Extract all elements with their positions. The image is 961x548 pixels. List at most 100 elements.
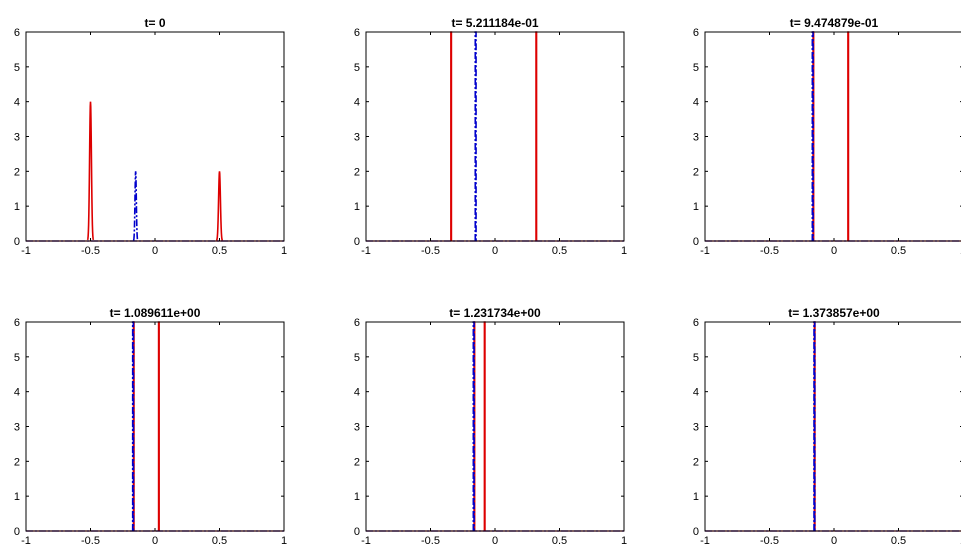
axes-box: [365, 31, 625, 242]
y-tick-label: 1: [354, 201, 360, 213]
y-tick-label: 5: [693, 62, 699, 74]
y-tick-label: 5: [14, 62, 20, 74]
axes-box: [704, 31, 961, 242]
subplot-1: -1 -0.5 0 0.5 1 0 1 2 3 4 5 6 t= 0: [14, 16, 287, 257]
y-tick-label: 4: [693, 387, 699, 399]
y-tick-label: 2: [354, 456, 360, 468]
y-tick-label: 6: [14, 27, 20, 39]
y-tick-label: 6: [354, 317, 360, 329]
x-tick-label: 0.5: [891, 245, 906, 257]
series-peak-2: [157, 321, 160, 531]
series-peak-2: [215, 171, 224, 241]
y-tick-label: 1: [693, 491, 699, 503]
subplot-2: -1 -0.5 0 0.5 1 0 1 2 3 4 5 6 t= 5.211184e-01: [354, 16, 627, 257]
y-tick-label: 5: [354, 352, 360, 364]
x-tick-label: -1: [361, 245, 371, 257]
subplot-5: -1 -0.5 0 0.5 1 0 1 2 3 4 5 6 t= 1.231734e+00: [354, 306, 627, 547]
x-tick-label: -1: [21, 245, 31, 257]
x-tick-label: -0.5: [421, 535, 440, 547]
y-tick-label: 5: [354, 62, 360, 74]
y-tick-label: 2: [14, 456, 20, 468]
x-tick-label: -1: [700, 535, 710, 547]
y-tick-label: 3: [354, 132, 360, 144]
y-tick-label: 0: [14, 526, 20, 538]
x-tick-label: -0.5: [760, 535, 779, 547]
axes-box: [25, 321, 285, 532]
series-1: [366, 31, 624, 242]
x-tick-label: 1: [621, 535, 627, 547]
x-tick-label: 0: [492, 245, 498, 257]
x-tick-label: 0.5: [212, 245, 227, 257]
y-tick-label: 6: [14, 317, 20, 329]
series-2: [366, 321, 624, 532]
y-tick-label: 2: [14, 166, 20, 178]
y-tick-label: 2: [354, 166, 360, 178]
x-tick-label: 1: [960, 535, 961, 547]
y-tick-label: 6: [693, 27, 699, 39]
x-tick-label: 1: [621, 245, 627, 257]
x-tick-label: 0: [831, 245, 837, 257]
x-tick-label: 0: [152, 245, 158, 257]
y-tick-label: 5: [14, 352, 20, 364]
x-tick-label: 0.5: [552, 245, 567, 257]
x-tick-label: -0.5: [760, 245, 779, 257]
series-1: [366, 321, 624, 532]
subplot-title: t= 9.474879e-01: [790, 16, 879, 30]
y-tick-label: 0: [693, 526, 699, 538]
axes-box: [704, 321, 961, 532]
y-tick-label: 2: [693, 166, 699, 178]
x-tick-label: 1: [281, 245, 287, 257]
x-tick-label: 0: [831, 535, 837, 547]
x-tick-label: 0.5: [212, 535, 227, 547]
axes-box: [365, 321, 625, 532]
y-tick-label: 1: [693, 201, 699, 213]
subplot-4: -1 -0.5 0 0.5 1 0 1 2 3 4 5 6 t= 1.089611e+00: [14, 306, 287, 547]
series-1: [705, 31, 961, 242]
x-tick-label: -0.5: [81, 535, 100, 547]
y-tick-label: 2: [693, 456, 699, 468]
series-peak-1: [450, 31, 453, 241]
series-2: [26, 321, 284, 532]
x-tick-label: -1: [361, 535, 371, 547]
series-peak-1: [132, 171, 139, 241]
y-tick-label: 3: [14, 132, 20, 144]
series-peak-1: [474, 31, 477, 241]
y-tick-label: 0: [14, 236, 20, 248]
series-2: [366, 31, 624, 242]
series-peak-2: [535, 31, 538, 241]
y-tick-label: 4: [354, 387, 360, 399]
subplot-title: t= 5.211184e-01: [451, 16, 538, 30]
series-2: [26, 171, 284, 242]
y-tick-label: 6: [693, 317, 699, 329]
x-tick-label: 0: [492, 535, 498, 547]
subplot-title: t= 1.373857e+00: [788, 306, 880, 320]
subplot-title: t= 1.231734e+00: [449, 306, 541, 320]
series-peak-2: [847, 31, 850, 241]
series-1: [26, 101, 284, 242]
series-peak-1: [86, 101, 95, 241]
subplot-3: -1 -0.5 0 0.5 1 0 1 2 3 4 5 6 t= 9.474879e-01: [693, 16, 961, 257]
y-tick-label: 6: [354, 27, 360, 39]
y-tick-label: 5: [693, 352, 699, 364]
subplot-title: t= 0: [144, 16, 165, 30]
y-tick-label: 0: [354, 236, 360, 248]
x-tick-label: 1: [281, 535, 287, 547]
y-tick-label: 0: [693, 236, 699, 248]
y-tick-label: 3: [693, 422, 699, 434]
y-tick-label: 1: [14, 491, 20, 503]
x-tick-label: -0.5: [421, 245, 440, 257]
x-tick-label: -0.5: [81, 245, 100, 257]
y-tick-label: 4: [14, 97, 20, 109]
y-tick-label: 0: [354, 526, 360, 538]
y-tick-label: 3: [693, 132, 699, 144]
subplot-title: t= 1.089611e+00: [110, 306, 201, 320]
series-peak-2: [483, 321, 486, 531]
y-tick-label: 4: [354, 97, 360, 109]
y-tick-label: 3: [14, 422, 20, 434]
series-1: [705, 321, 961, 532]
series-2: [705, 321, 961, 532]
subplot-6: -1 -0.5 0 0.5 1 0 1 2 3 4 5 6 t= 1.373857e+00: [693, 306, 961, 547]
x-tick-label: 0: [152, 535, 158, 547]
x-tick-label: 1: [960, 245, 961, 257]
